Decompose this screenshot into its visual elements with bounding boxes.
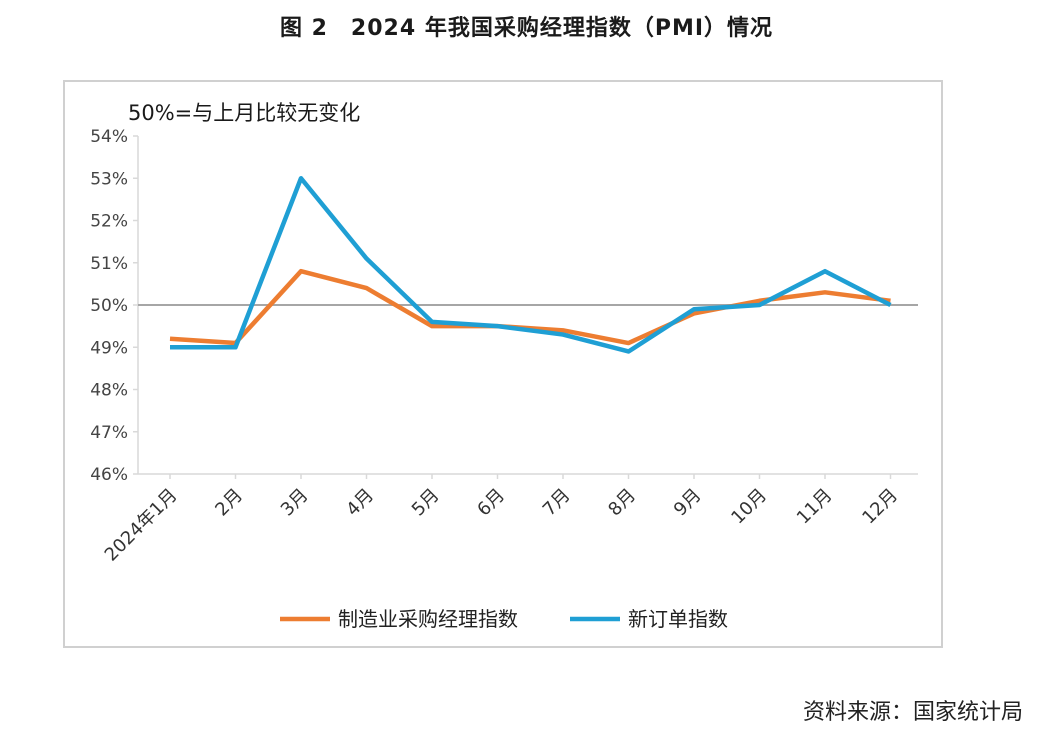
series-line-2 <box>170 176 892 354</box>
chart-annotation: 50%=与上月比较无变化 <box>128 101 360 125</box>
y-tick-label: 46% <box>90 465 128 485</box>
y-tick-label: 54% <box>90 127 128 147</box>
source-note: 资料来源：国家统计局 <box>802 700 1023 725</box>
y-tick-label: 53% <box>90 169 128 189</box>
x-tick-label: 10月 <box>727 485 771 529</box>
x-tick-label: 8月 <box>604 485 640 521</box>
y-tick-label: 50% <box>90 296 128 316</box>
y-tick-label: 48% <box>90 381 128 401</box>
x-tick-label: 12月 <box>858 485 902 529</box>
x-tick-label: 4月 <box>342 485 378 521</box>
x-tick-label: 5月 <box>408 485 444 521</box>
legend-label-1: 制造业采购经理指数 <box>338 607 518 631</box>
page-title: 图 2 2024 年我国采购经理指数（PMI）情况 <box>279 16 774 41</box>
y-tick-label: 52% <box>90 212 128 232</box>
y-tick-label: 51% <box>90 254 128 274</box>
y-tick-label: 47% <box>90 423 128 443</box>
x-tick-label: 11月 <box>793 485 837 529</box>
legend-label-2: 新订单指数 <box>628 607 728 631</box>
x-tick-label: 3月 <box>277 485 313 521</box>
y-tick-label: 49% <box>90 338 128 358</box>
x-tick-label: 2月 <box>211 485 247 521</box>
x-tick-label: 9月 <box>670 485 706 521</box>
x-tick-label: 6月 <box>473 485 509 521</box>
chart-layer: 50%=与上月比较无变化 46% 47% 48% 49% 50% 51% 52% 53% 54% 2… <box>90 101 918 631</box>
x-tick-label: 2024年1月 <box>101 485 182 566</box>
x-tick-label: 7月 <box>539 485 575 521</box>
